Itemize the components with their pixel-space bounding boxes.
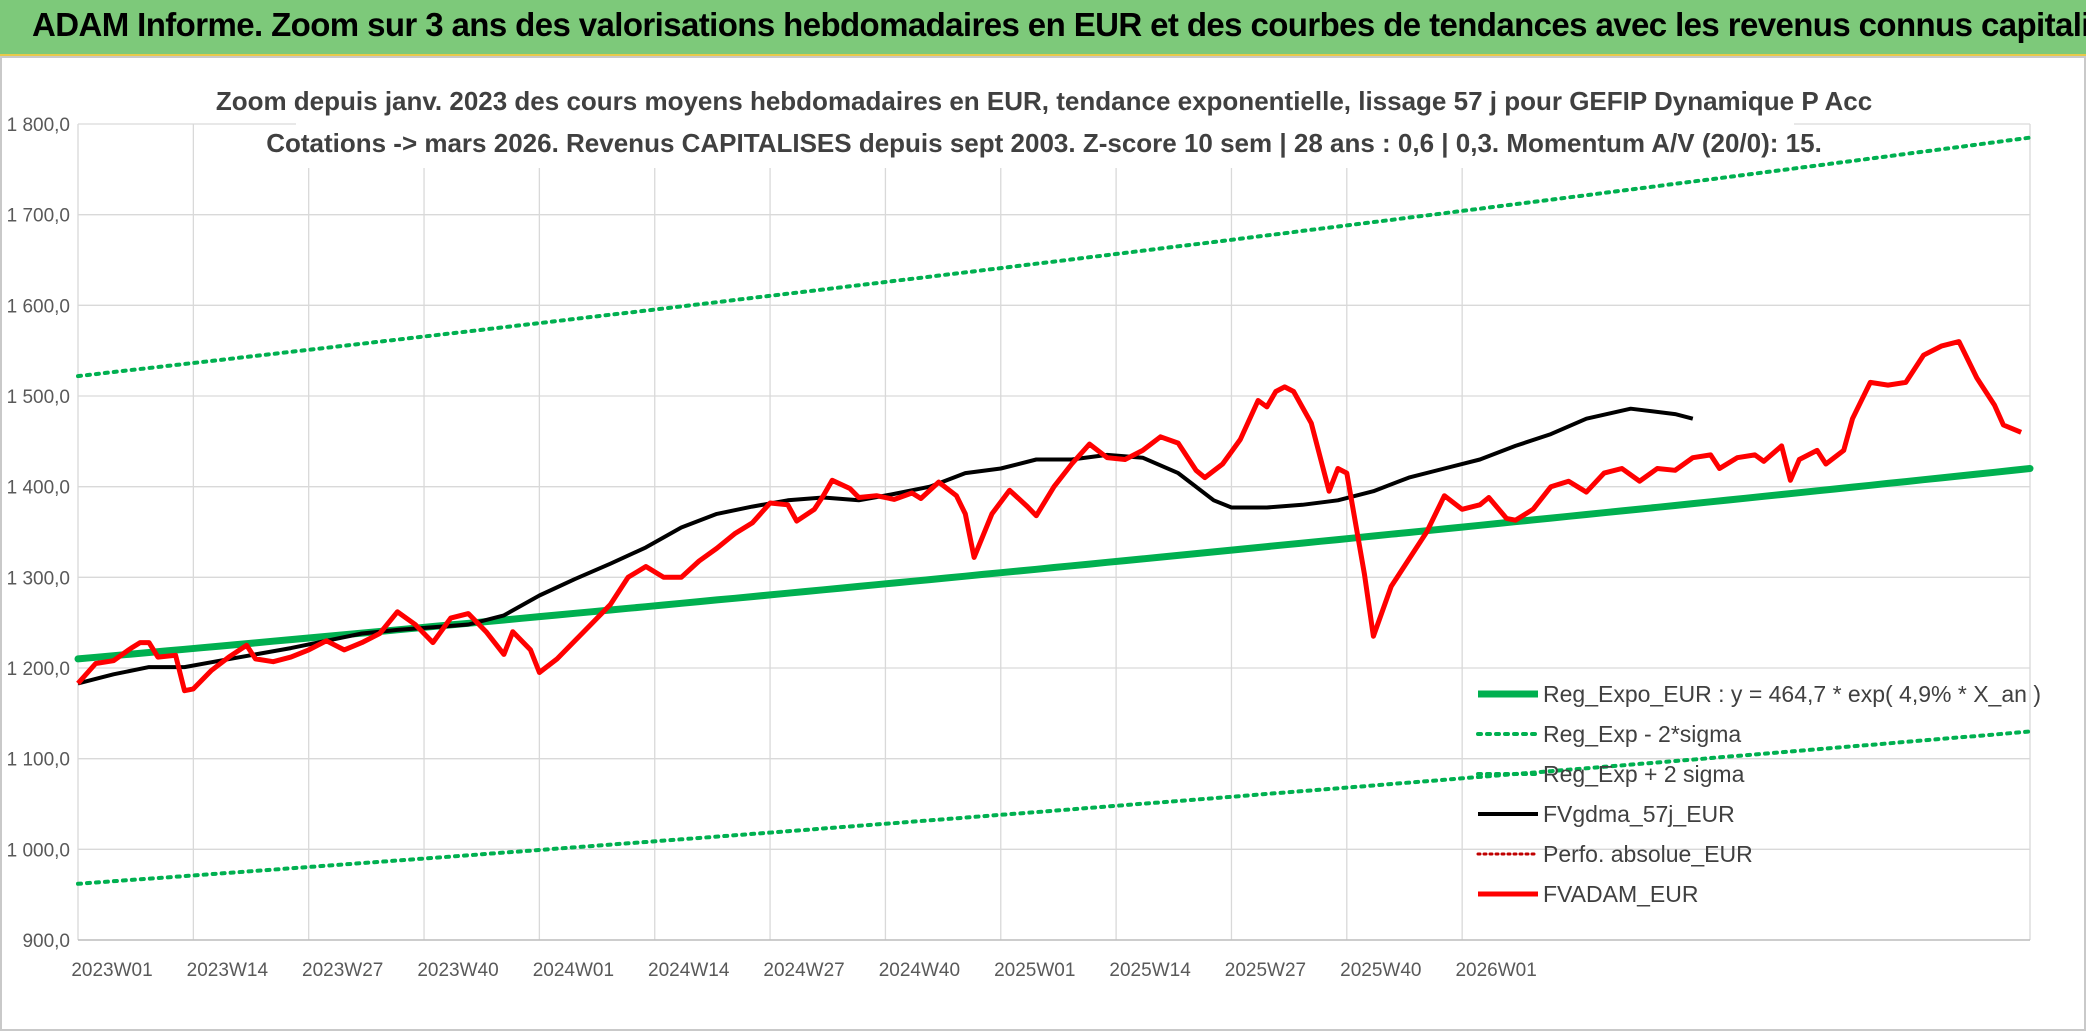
legend-label-fvgdma: FVgdma_57j_EUR (1543, 801, 1735, 827)
chart-subtitle-line1: Zoom depuis janv. 2023 des cours moyens … (216, 86, 1872, 116)
x-tick-label: 2023W40 (417, 960, 498, 981)
legend-label-reg-expo: Reg_Expo_EUR : y = 464,7 * exp( 4,9% * X… (1543, 681, 2041, 707)
x-tick-label: 2023W27 (302, 960, 383, 981)
series-reg-expo (74, 465, 2034, 663)
x-tick-label: 2024W40 (879, 960, 960, 981)
series-fvadam (76, 339, 2023, 694)
x-tick-label: 2024W01 (533, 960, 614, 981)
x-tick-label: 2025W40 (1340, 960, 1421, 981)
x-tick-label: 2024W14 (648, 960, 730, 981)
y-tick-label: 1 100,0 (7, 750, 70, 771)
y-tick-label: 900,0 (22, 931, 70, 952)
legend: Reg_Expo_EUR : y = 464,7 * exp( 4,9% * X… (1476, 681, 2041, 907)
x-tick-label: 2025W01 (994, 960, 1075, 981)
series-fvgdma (77, 406, 1694, 686)
y-axis: 900,0 1 000,0 1 100,0 1 200,0 1 300,0 1 400,0… (7, 115, 70, 952)
y-tick-label: 1 700,0 (7, 206, 70, 227)
legend-label-reg-minus: Reg_Exp - 2*sigma (1543, 721, 1741, 747)
legend-label-perfo: Perfo. absolue_EUR (1543, 841, 1753, 867)
x-tick-label: 2025W14 (1109, 960, 1191, 981)
x-tick-label: 2024W27 (763, 960, 844, 981)
y-tick-label: 1 400,0 (7, 478, 70, 499)
gridlines (77, 123, 2031, 941)
chart-frame (0, 56, 2086, 1031)
x-tick-label: 2023W01 (71, 960, 152, 981)
x-tick-label: 2023W14 (187, 960, 269, 981)
series-reg-plus-2sigma (76, 135, 2032, 379)
y-tick-label: 1 000,0 (7, 840, 70, 861)
y-tick-label: 1 800,0 (7, 115, 70, 136)
x-tick-label: 2025W27 (1225, 960, 1306, 981)
y-tick-label: 1 300,0 (7, 568, 70, 589)
legend-label-fvadam: FVADAM_EUR (1543, 881, 1699, 907)
legend-label-reg-plus: Reg_Exp + 2 sigma (1543, 761, 1745, 787)
y-tick-label: 1 600,0 (7, 296, 70, 317)
x-tick-label: 2026W01 (1455, 960, 1536, 981)
y-tick-label: 1 500,0 (7, 387, 70, 408)
report-banner: ADAM Informe. Zoom sur 3 ans des valoris… (0, 0, 2086, 56)
series-reg-minus-2sigma (76, 729, 2032, 886)
subtitle-background (296, 80, 1794, 168)
chart-subtitle-line2: Cotations -> mars 2026. Revenus CAPITALI… (266, 128, 1822, 158)
series-lines (74, 135, 2034, 886)
y-tick-label: 1 200,0 (7, 659, 70, 680)
x-axis: 2023W01 2023W14 2023W27 2023W40 2024W01 2024W… (71, 939, 2030, 981)
report-title: ADAM Informe. Zoom sur 3 ans des valoris… (32, 6, 2086, 43)
